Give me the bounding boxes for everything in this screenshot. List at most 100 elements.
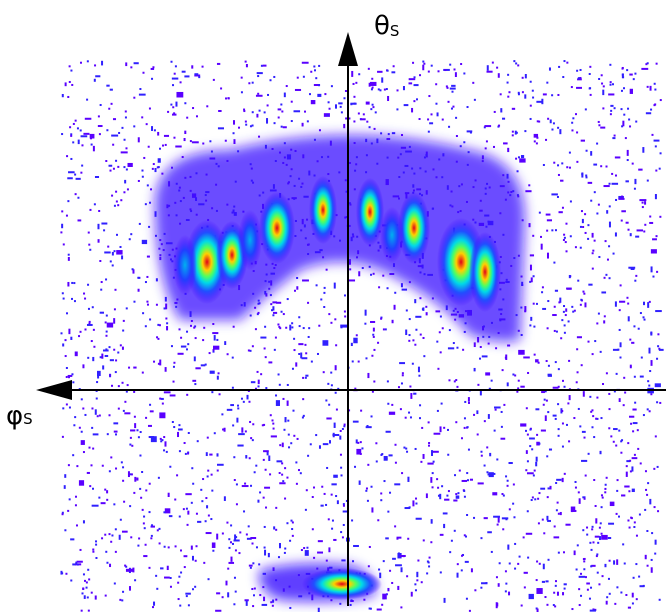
noise-dot — [70, 538, 75, 541]
noise-dot — [562, 238, 565, 241]
noise-dot — [64, 339, 67, 342]
noise-dot — [437, 367, 440, 370]
noise-dot — [621, 125, 624, 128]
noise-dot — [251, 111, 254, 114]
noise-dot — [87, 356, 90, 359]
noise-dot — [327, 518, 330, 521]
noise-dot — [257, 499, 260, 503]
noise-dot — [134, 423, 137, 429]
noise-dot — [87, 568, 90, 571]
noise-dot — [202, 142, 205, 145]
noise-dot — [150, 436, 157, 443]
noise-dot — [146, 255, 150, 258]
noise-dot — [492, 492, 498, 496]
noise-dot — [557, 385, 560, 388]
noise-dot — [535, 461, 538, 467]
noise-dot — [540, 487, 546, 490]
noise-dot — [627, 606, 632, 609]
noise-dot — [243, 110, 246, 113]
noise-dot — [360, 409, 363, 412]
noise-dot — [415, 517, 422, 520]
noise-dot — [264, 325, 267, 328]
noise-dot — [252, 605, 255, 608]
noise-dot — [206, 475, 209, 478]
noise-dot — [650, 567, 653, 573]
noise-dot — [65, 403, 68, 406]
noise-dot — [441, 118, 444, 121]
noise-dot — [163, 545, 166, 548]
noise-dot — [344, 315, 347, 318]
noise-dot — [479, 389, 482, 396]
noise-dot — [396, 89, 399, 92]
noise-dot — [95, 75, 101, 78]
noise-dot — [88, 578, 91, 581]
noise-dot — [603, 320, 606, 324]
noise-dot — [187, 451, 190, 454]
noise-dot — [626, 69, 629, 72]
noise-dot — [269, 473, 272, 476]
noise-dot — [225, 580, 228, 586]
noise-dot — [553, 305, 556, 308]
noise-dot — [110, 102, 113, 105]
noise-dot — [273, 122, 276, 125]
noise-dot — [104, 251, 111, 254]
noise-dot — [477, 482, 484, 485]
noise-dot — [266, 104, 269, 107]
noise-dot — [126, 188, 129, 191]
noise-dot — [456, 346, 459, 349]
noise-dot — [596, 212, 599, 215]
noise-dot — [67, 200, 70, 203]
noise-dot — [473, 98, 476, 101]
noise-dot — [277, 116, 280, 119]
noise-dot — [109, 260, 112, 263]
noise-dot — [352, 420, 359, 423]
noise-dot — [465, 535, 468, 538]
noise-dot — [163, 391, 171, 394]
noise-dot — [549, 119, 552, 124]
noise-dot — [111, 194, 114, 197]
noise-dot — [454, 72, 457, 78]
noise-dot — [508, 91, 511, 94]
noise-dot — [648, 410, 651, 413]
noise-dot — [113, 422, 119, 425]
noise-dot — [79, 548, 82, 551]
noise-dot — [370, 415, 373, 418]
noise-dot — [306, 546, 309, 549]
noise-dot — [396, 536, 402, 539]
noise-dot — [206, 436, 209, 439]
noise-dot — [81, 144, 84, 147]
noise-dot — [66, 312, 69, 315]
noise-dot — [84, 413, 87, 416]
noise-dot — [589, 65, 592, 68]
noise-dot — [115, 467, 118, 470]
noise-dot — [540, 429, 546, 432]
noise-dot — [195, 545, 198, 548]
noise-dot — [141, 169, 144, 172]
noise-dot — [500, 437, 506, 440]
noise-dot — [554, 584, 557, 587]
noise-dot — [278, 472, 281, 475]
noise-dot — [483, 517, 488, 520]
noise-dot — [483, 126, 486, 129]
noise-dot — [622, 404, 625, 407]
noise-dot — [563, 472, 566, 475]
noise-dot — [533, 133, 539, 138]
noise-dot — [394, 291, 397, 294]
noise-dot — [334, 365, 337, 371]
noise-dot — [93, 345, 96, 348]
noise-dot — [630, 267, 635, 270]
noise-dot — [578, 588, 581, 591]
noise-dot — [524, 310, 527, 313]
noise-dot — [117, 204, 120, 207]
noise-dot — [515, 62, 518, 65]
noise-dot — [181, 156, 184, 159]
noise-dot — [263, 546, 266, 549]
noise-dot — [525, 429, 528, 432]
noise-dot — [557, 434, 560, 437]
noise-dot — [304, 550, 309, 556]
noise-dot — [240, 397, 243, 400]
noise-dot — [405, 329, 408, 336]
noise-dot — [418, 118, 421, 121]
noise-dot — [439, 533, 444, 536]
noise-dot — [272, 599, 275, 603]
